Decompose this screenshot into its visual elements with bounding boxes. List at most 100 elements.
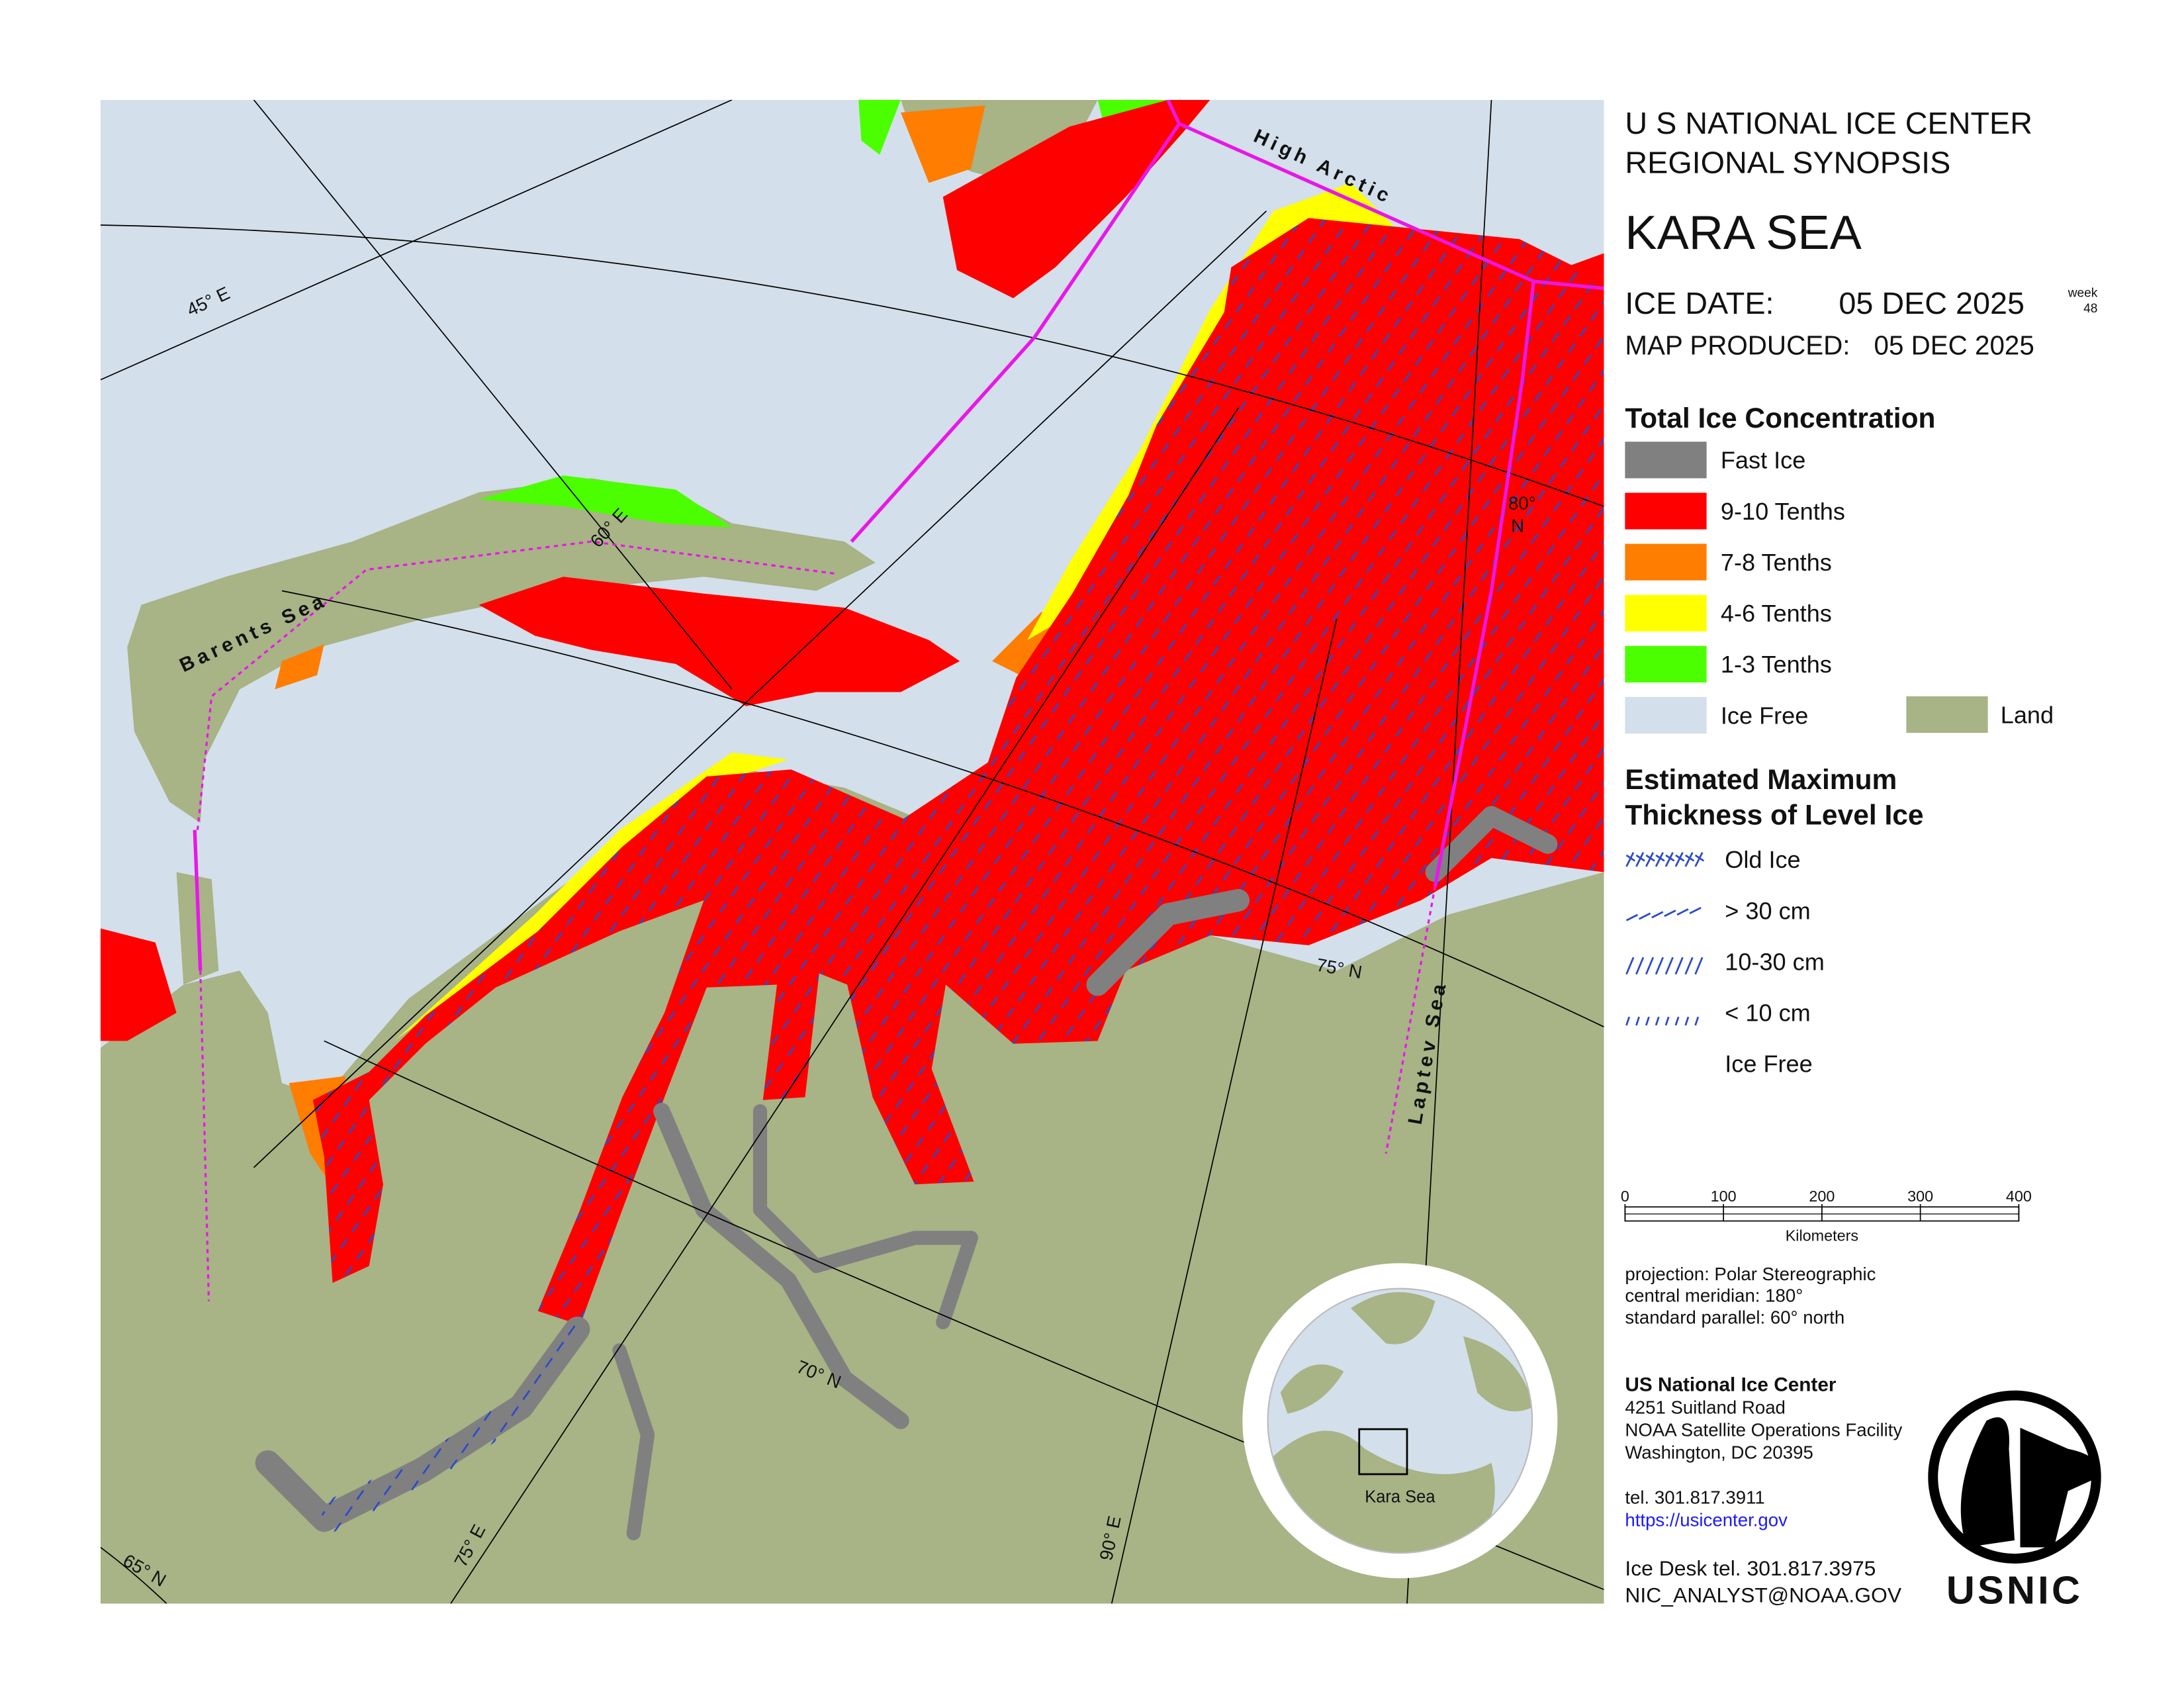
legend-swatch [1625,543,1707,581]
scale-bar: 0 100 200 300 400 [1621,1188,2032,1222]
pattern-stroke [1676,908,1689,916]
pattern-stroke [1645,852,1655,867]
scale-tick-label: 300 [1907,1188,1933,1205]
pattern-stroke [1655,852,1665,867]
pattern-stroke [1655,957,1664,975]
pattern-stroke [1664,910,1676,917]
pattern-stroke [1664,852,1675,867]
header-line: REGIONAL SYNOPSIS [1625,145,1950,179]
produced-label: MAP PRODUCED: [1625,330,1850,361]
pattern-stroke [1684,957,1694,975]
thickness-legend: Old Ice > 30 cm 10-30 cm < 10 cm Ice Free [1625,846,1825,1078]
region-boundary-dashed [196,540,1437,1301]
contact-phone: tel. 301.817.3911 [1625,1487,1764,1508]
region-title: KARA SEA [1625,207,1862,259]
contact-address: NOAA Satellite Operations Facility [1625,1420,1902,1440]
legend-label: Old Ice [1725,846,1800,873]
ice-7-8 [275,644,324,690]
scale-unit: Kilometers [1786,1227,1858,1244]
legend-label: 7-8 Tenths [1721,549,1832,576]
pattern-stroke [1674,852,1685,867]
projection-line: central meridian: 180° [1625,1286,1803,1306]
scale-tick-label: 200 [1809,1188,1835,1205]
parallel-label: N [1511,515,1524,536]
contact-address: Washington, DC 20395 [1625,1442,1813,1463]
pattern-stroke [1635,852,1645,867]
pattern-stroke [1625,1016,1631,1026]
legend-swatch [1625,696,1707,734]
projection-line: projection: Polar Stereographic [1625,1264,1876,1284]
legend-label: 4-6 Tenths [1721,600,1832,627]
legend-label: 1-3 Tenths [1721,651,1832,678]
ice-7-8 [901,105,985,183]
legend-label: Land [2001,701,2054,728]
legend-swatch [1625,645,1707,683]
legend-pattern [1625,957,1704,975]
pattern-stroke [1645,957,1655,975]
pattern-stroke [1645,1016,1650,1026]
legend-swatch [1906,696,1988,733]
scale-tick-label: 100 [1711,1188,1737,1205]
region-boundary [193,99,1604,971]
inset-border [1267,1288,1533,1554]
legend-label: Ice Free [1721,702,1808,729]
ice-1-3 [478,475,732,528]
legend-label: Fast Ice [1721,447,1805,474]
thickness-hatch [312,218,1604,1325]
week: 48 [2083,302,2097,316]
legend-swatch [1625,492,1707,530]
map: 45° E 60° E 75° E 90° E 65° N 70° N 75° … [100,99,1604,1604]
pattern-stroke [1625,914,1639,921]
header-line: U S NATIONAL ICE CENTER [1625,106,2032,140]
ice-1-3 [858,99,901,155]
contact-url[interactable]: https://usicenter.gov [1625,1510,1788,1530]
pattern-stroke [1694,852,1705,867]
pattern-stroke [1635,957,1645,975]
pattern-stroke [1674,957,1684,975]
ice-date-label: ICE DATE: [1625,286,1774,320]
ice-date: 05 DEC 2025 [1839,286,2025,320]
legend-swatch [1625,594,1707,632]
pattern-stroke [1684,1016,1690,1026]
concentration-legend: Fast Ice 9-10 Tenths 7-8 Tenths 4-6 Tenths 1… [1625,442,2054,734]
pattern-stroke [1694,1016,1700,1026]
inset-globe [1267,1288,1533,1553]
scale-tick-label: 0 [1621,1188,1629,1205]
pattern-stroke [1684,852,1695,867]
pattern-stroke [1625,957,1635,975]
usnic-logo: USNIC [1928,1390,2101,1613]
produced-date: 05 DEC 2025 [1874,330,2034,361]
pattern-stroke [1689,907,1702,914]
pattern-stroke [1674,1016,1680,1026]
legend-label: > 30 cm [1725,897,1810,924]
pattern-stroke [1664,1016,1670,1026]
legend-title: Estimated Maximum [1625,765,1897,796]
scale-tick-label: 400 [2006,1188,2032,1205]
legend-label: < 10 cm [1725,1000,1810,1027]
projection-line: standard parallel: 60° north [1625,1307,1844,1328]
parallel-label: 80° [1508,492,1536,513]
pattern-stroke [1664,957,1674,975]
inset-box [1358,1428,1408,1476]
legend-pattern [1625,907,1702,921]
pattern-stroke [1655,1016,1660,1026]
pattern-stroke [1651,911,1664,919]
pattern-stroke [1625,852,1636,867]
legend-swatch [1625,442,1707,479]
pattern-stroke [1635,1016,1640,1026]
legend-pattern [1625,1016,1700,1026]
contact-name: US National Ice Center [1625,1374,1836,1396]
pattern-stroke [1639,912,1651,920]
ice-desk: Ice Desk tel. 301.817.3975 [1625,1556,1876,1580]
legend-title: Total Ice Concentration [1625,403,1935,434]
contact-email: NIC_ANALYST@NOAA.GOV [1625,1583,1901,1607]
pattern-stroke [1694,957,1704,975]
legend-title: Thickness of Level Ice [1625,800,1923,831]
legend-pattern [1625,852,1705,867]
legend-label: 9-10 Tenths [1721,498,1845,525]
legend-label: Ice Free [1725,1051,1812,1078]
week-label: week [2068,286,2098,300]
